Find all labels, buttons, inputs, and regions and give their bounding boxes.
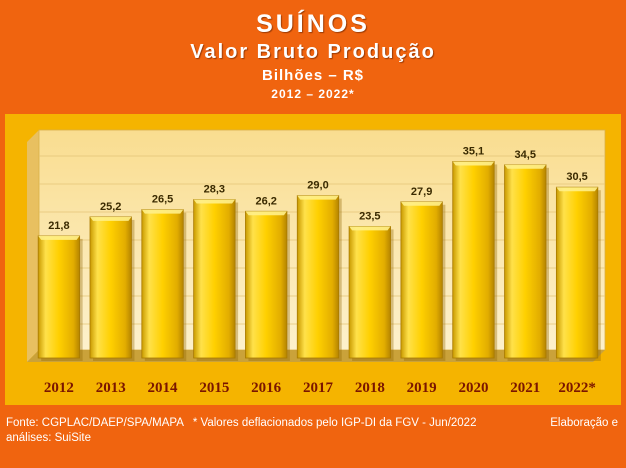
x-tick-label: 2022* (558, 380, 596, 396)
chart-header: SUÍNOS Valor Bruto Produção Bilhões – R$… (0, 0, 626, 112)
x-tick-label: 2012 (44, 380, 74, 396)
x-tick-label: 2017 (303, 380, 334, 396)
footer-source: Fonte: CGPLAC/DAEP/SPA/MAPA (6, 417, 184, 429)
chart-subtitle: Valor Bruto Produção (190, 41, 436, 63)
x-tick-label: 2018 (355, 380, 385, 396)
chart-footer: Fonte: CGPLAC/DAEP/SPA/MAPA * Valores de… (6, 416, 618, 446)
data-label: 26,2 (255, 195, 276, 207)
bar (555, 186, 599, 359)
x-tick-label: 2016 (251, 380, 282, 396)
bar-chart: 21,8 2012 25,2 2013 26,5 2014 28,3 2015 26,2 2016… (27, 129, 606, 396)
data-label: 27,9 (411, 186, 432, 198)
x-tick-label: 2019 (407, 380, 437, 396)
data-label: 23,5 (359, 210, 380, 222)
data-label: 29,0 (307, 180, 328, 192)
bar-top (504, 164, 546, 169)
bar-top (90, 216, 132, 221)
bar (504, 164, 547, 359)
bar-top (141, 209, 184, 214)
bar (245, 210, 288, 359)
plot-side-wall (27, 130, 39, 362)
x-tick-label: 2021 (510, 380, 540, 396)
chart-panel: 21,8 2012 25,2 2013 26,5 2014 28,3 2015 26,2 2016… (5, 114, 621, 405)
bar (348, 226, 391, 359)
data-label: 25,2 (100, 201, 121, 213)
bar (193, 199, 236, 359)
bar-top (297, 195, 339, 200)
bar-top (38, 235, 80, 240)
bar-top (452, 161, 495, 166)
bar (89, 216, 132, 359)
data-label: 28,3 (204, 184, 225, 196)
footer-credit-line2: análises: SuiSite (6, 432, 92, 444)
x-tick-label: 2014 (148, 380, 179, 396)
data-label: 34,5 (515, 149, 536, 161)
bar-top (245, 211, 287, 216)
data-label: 35,1 (463, 145, 484, 157)
bar (452, 161, 495, 359)
x-tick-label: 2020 (458, 380, 488, 396)
bar (296, 195, 340, 359)
x-tick-label: 2013 (96, 380, 126, 396)
data-label: 30,5 (566, 171, 587, 183)
bar-top (400, 201, 443, 206)
bar-top (349, 226, 391, 231)
data-label: 26,5 (152, 194, 173, 206)
data-label: 21,8 (48, 220, 69, 232)
bar-top (193, 199, 236, 204)
bar (141, 209, 184, 359)
chart-unit: Bilhões – R$ (261, 67, 365, 84)
footer-note: * Valores deflacionados pelo IGP-DI da F… (192, 417, 477, 429)
bar (37, 235, 81, 359)
bar (400, 201, 443, 359)
bar-top (556, 187, 598, 192)
chart-period: 2012 – 2022* (271, 87, 355, 101)
footer-credit-line1: Elaboração e (550, 417, 618, 429)
chart-title: SUÍNOS (256, 10, 370, 38)
x-tick-label: 2015 (199, 380, 229, 396)
